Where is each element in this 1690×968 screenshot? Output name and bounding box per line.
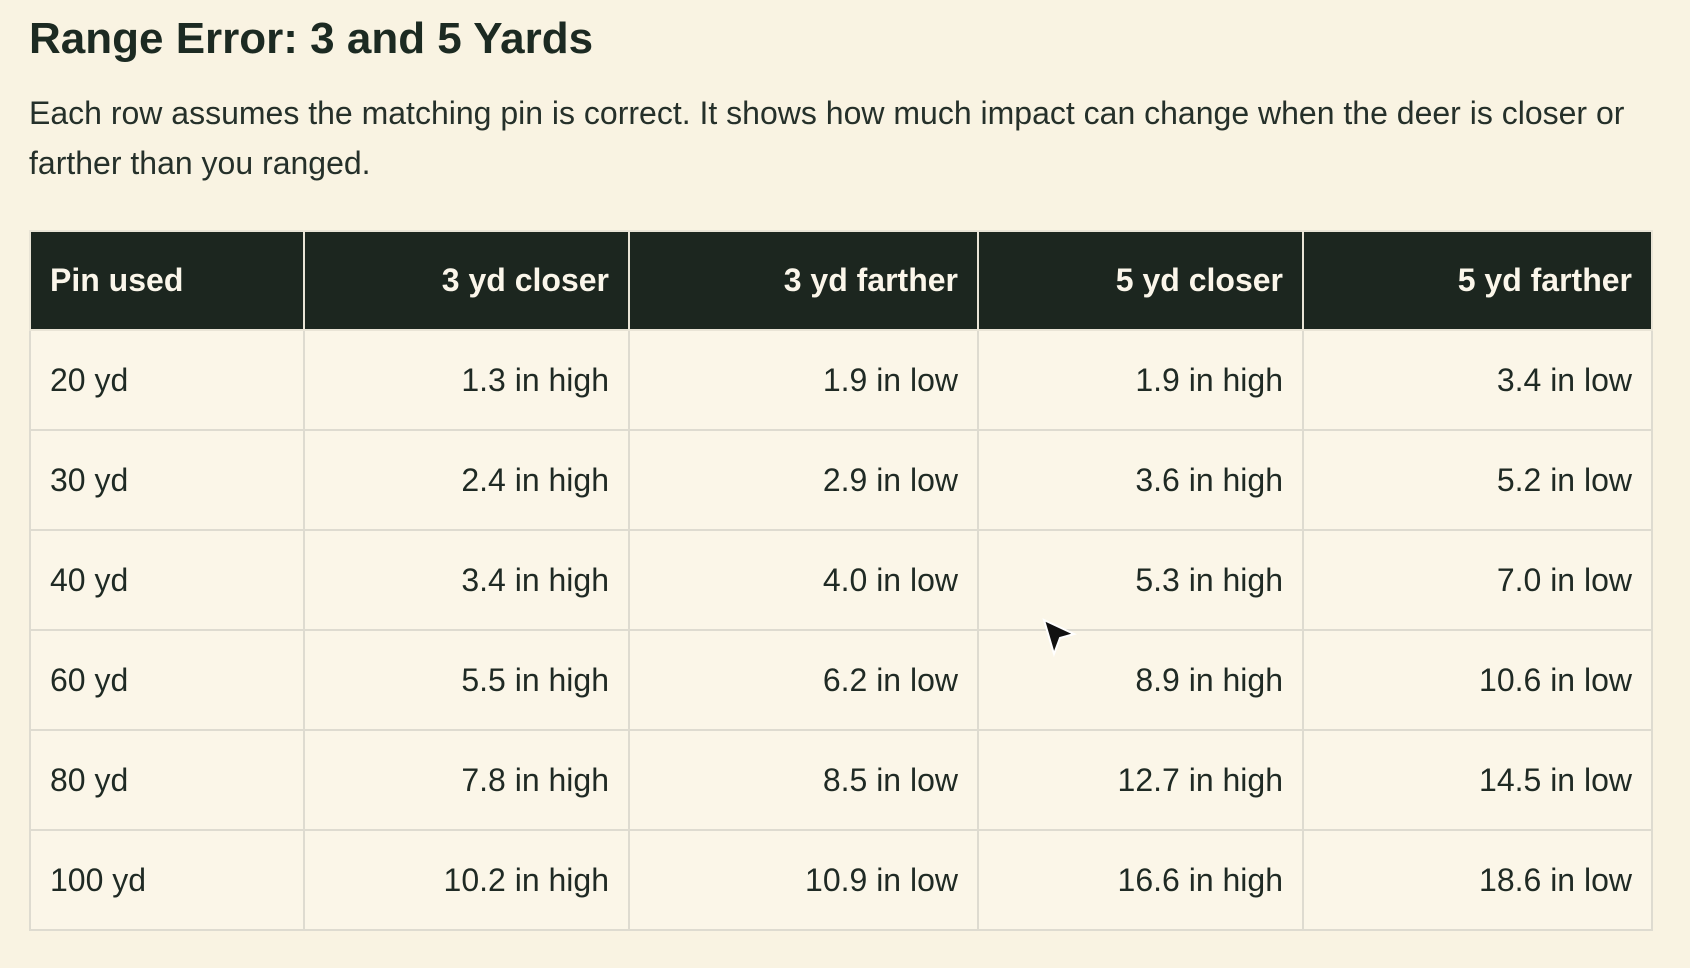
- table-cell: 7.0 in low: [1302, 529, 1653, 631]
- title: Range Error: 3 and 5 Yards: [29, 14, 594, 63]
- table-cell: 80 yd: [29, 729, 305, 831]
- table-cell: 3.4 in low: [1302, 329, 1653, 431]
- table-cell: 10.2 in high: [303, 829, 630, 931]
- table-cell: 18.6 in low: [1302, 829, 1653, 931]
- column-header: 5 yd closer: [977, 230, 1304, 331]
- table-cell: 5.3 in high: [977, 529, 1304, 631]
- table-cell: 16.6 in high: [977, 829, 1304, 931]
- table-cell: 20 yd: [29, 329, 305, 431]
- header-row: Pin used 3 yd closer 3 yd farther 5 yd clos…: [29, 230, 1653, 331]
- table-cell: 60 yd: [29, 629, 305, 731]
- table-cell: 12.7 in high: [977, 729, 1304, 831]
- table-cell: 1.3 in high: [303, 329, 630, 431]
- table-cell: 8.9 in high: [977, 629, 1304, 731]
- table-cell: 1.9 in high: [977, 329, 1304, 431]
- table-body: 20 yd 1.3 in high 1.9 in low 1.9 in high 3.4…: [29, 329, 1653, 931]
- column-header: Pin used: [29, 230, 305, 331]
- description: Each row assumes the matching pin is cor…: [29, 95, 1625, 181]
- range-error-table: Pin used 3 yd closer 3 yd farther 5 yd clos…: [29, 230, 1653, 931]
- column-header: 3 yd farther: [628, 230, 979, 331]
- table-cell: 30 yd: [29, 429, 305, 531]
- table-cell: 1.9 in low: [628, 329, 979, 431]
- table-cell: 10.6 in low: [1302, 629, 1653, 731]
- table-cell: 5.5 in high: [303, 629, 630, 731]
- table-cell: 2.4 in high: [303, 429, 630, 531]
- table-cell: 100 yd: [29, 829, 305, 931]
- mouse-cursor: [1042, 618, 1077, 658]
- table-cell: 5.2 in low: [1302, 429, 1653, 531]
- table-cell: 14.5 in low: [1302, 729, 1653, 831]
- column-header: 3 yd closer: [303, 230, 630, 331]
- table-cell: 7.8 in high: [303, 729, 630, 831]
- table-row: 60 yd 5.5 in high 6.2 in low 8.9 in high 10.…: [29, 629, 1653, 731]
- table-row: 30 yd 2.4 in high 2.9 in low 3.6 in high 5.2…: [29, 429, 1653, 531]
- table-row: 80 yd 7.8 in high 8.5 in low 12.7 in high 14…: [29, 729, 1653, 831]
- table-cell: 3.4 in high: [303, 529, 630, 631]
- table-row: 100 yd 10.2 in high 10.9 in low 16.6 in hig…: [29, 829, 1653, 931]
- table-cell: 3.6 in high: [977, 429, 1304, 531]
- table-cell: 10.9 in low: [628, 829, 979, 931]
- table-cell: 4.0 in low: [628, 529, 979, 631]
- table-row: 20 yd 1.3 in high 1.9 in low 1.9 in high 3.4…: [29, 329, 1653, 431]
- table-cell: 6.2 in low: [628, 629, 979, 731]
- table-cell: 40 yd: [29, 529, 305, 631]
- table-cell: 8.5 in low: [628, 729, 979, 831]
- column-header: 5 yd farther: [1302, 230, 1653, 331]
- table-cell: 2.9 in low: [628, 429, 979, 531]
- table-row: 40 yd 3.4 in high 4.0 in low 5.3 in high 7.0…: [29, 529, 1653, 631]
